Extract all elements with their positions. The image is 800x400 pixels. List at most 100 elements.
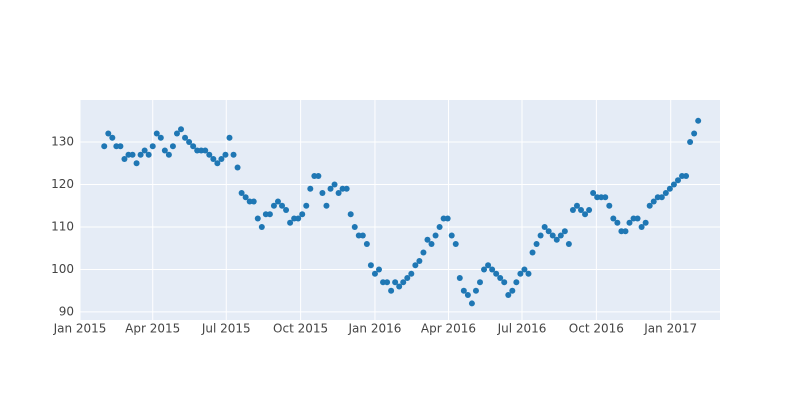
data-point [190, 143, 197, 150]
data-point [182, 134, 189, 141]
data-point [315, 173, 322, 180]
data-point [375, 266, 382, 273]
data-point [359, 232, 366, 239]
data-point [578, 207, 585, 213]
data-point [489, 266, 496, 273]
data-point [105, 130, 112, 137]
data-point [553, 236, 560, 243]
data-point [307, 185, 314, 192]
y-tick-label: 110 [51, 219, 74, 233]
data-point [537, 232, 544, 239]
data-point [169, 143, 176, 150]
data-point [137, 151, 144, 158]
data-point [388, 287, 395, 294]
data-point [481, 266, 488, 273]
data-point [222, 151, 229, 158]
y-tick-label: 100 [51, 262, 74, 276]
data-point [521, 266, 528, 273]
data-point [226, 134, 233, 141]
data-point [642, 219, 649, 226]
data-point [367, 262, 374, 269]
data-point [561, 228, 568, 235]
data-point [638, 223, 645, 230]
data-point [392, 279, 399, 286]
data-point [545, 228, 552, 235]
data-point [400, 279, 407, 286]
data-point [254, 215, 261, 222]
data-point [327, 185, 334, 192]
data-point [549, 232, 556, 239]
data-point [416, 257, 423, 264]
data-point [626, 219, 633, 226]
data-point [424, 236, 431, 243]
data-point [133, 160, 140, 167]
data-point [202, 147, 209, 154]
data-point [590, 190, 597, 197]
data-point [323, 202, 330, 209]
data-point [452, 240, 459, 247]
data-point [206, 151, 213, 158]
data-point [404, 274, 411, 281]
data-point [622, 228, 629, 235]
data-point [460, 287, 467, 294]
data-point [687, 139, 694, 146]
data-point [428, 240, 435, 247]
y-tick-label: 90 [59, 304, 74, 318]
data-point [250, 198, 257, 205]
data-point [218, 156, 225, 163]
data-point [157, 134, 164, 141]
data-point [343, 185, 350, 192]
data-point [420, 249, 427, 256]
data-point [270, 202, 277, 209]
data-point [266, 211, 273, 218]
data-point [210, 156, 217, 163]
data-point [529, 249, 536, 256]
data-point [319, 190, 326, 197]
data-point [109, 134, 116, 141]
data-point [347, 211, 354, 218]
data-point [477, 279, 483, 286]
data-point [351, 223, 358, 230]
data-point [432, 232, 439, 239]
x-tick-label: Apr 2016 [421, 322, 476, 336]
data-point [274, 198, 281, 205]
data-point [683, 173, 690, 180]
data-point [283, 207, 290, 213]
data-point [501, 279, 508, 286]
data-point [614, 219, 621, 226]
data-point [408, 270, 415, 277]
data-point [557, 232, 564, 239]
data-point [287, 219, 294, 226]
data-point [279, 202, 286, 209]
data-point [573, 202, 580, 209]
data-point [691, 130, 698, 137]
data-point [412, 262, 419, 269]
data-point [444, 215, 451, 222]
data-point [472, 287, 479, 294]
data-point [695, 117, 702, 124]
data-point [670, 181, 677, 188]
x-tick-label: Oct 2015 [273, 322, 328, 336]
data-point [242, 194, 249, 201]
data-point [129, 151, 136, 158]
data-point [493, 270, 500, 277]
data-point [436, 223, 443, 230]
x-tick-label: Jan 2017 [643, 322, 697, 336]
data-point [230, 151, 237, 158]
data-point [295, 215, 302, 222]
x-tick-label: Jan 2016 [348, 322, 402, 336]
y-tick-label: 130 [51, 135, 74, 149]
data-point [117, 143, 124, 150]
data-point [509, 287, 516, 294]
data-point [238, 190, 245, 197]
data-point [610, 215, 617, 222]
data-point [258, 223, 265, 230]
data-point [186, 139, 193, 146]
data-point [448, 232, 455, 239]
data-point [674, 177, 681, 184]
data-point [517, 270, 524, 277]
data-point [396, 283, 403, 290]
data-point [485, 262, 492, 269]
data-point [606, 202, 613, 209]
